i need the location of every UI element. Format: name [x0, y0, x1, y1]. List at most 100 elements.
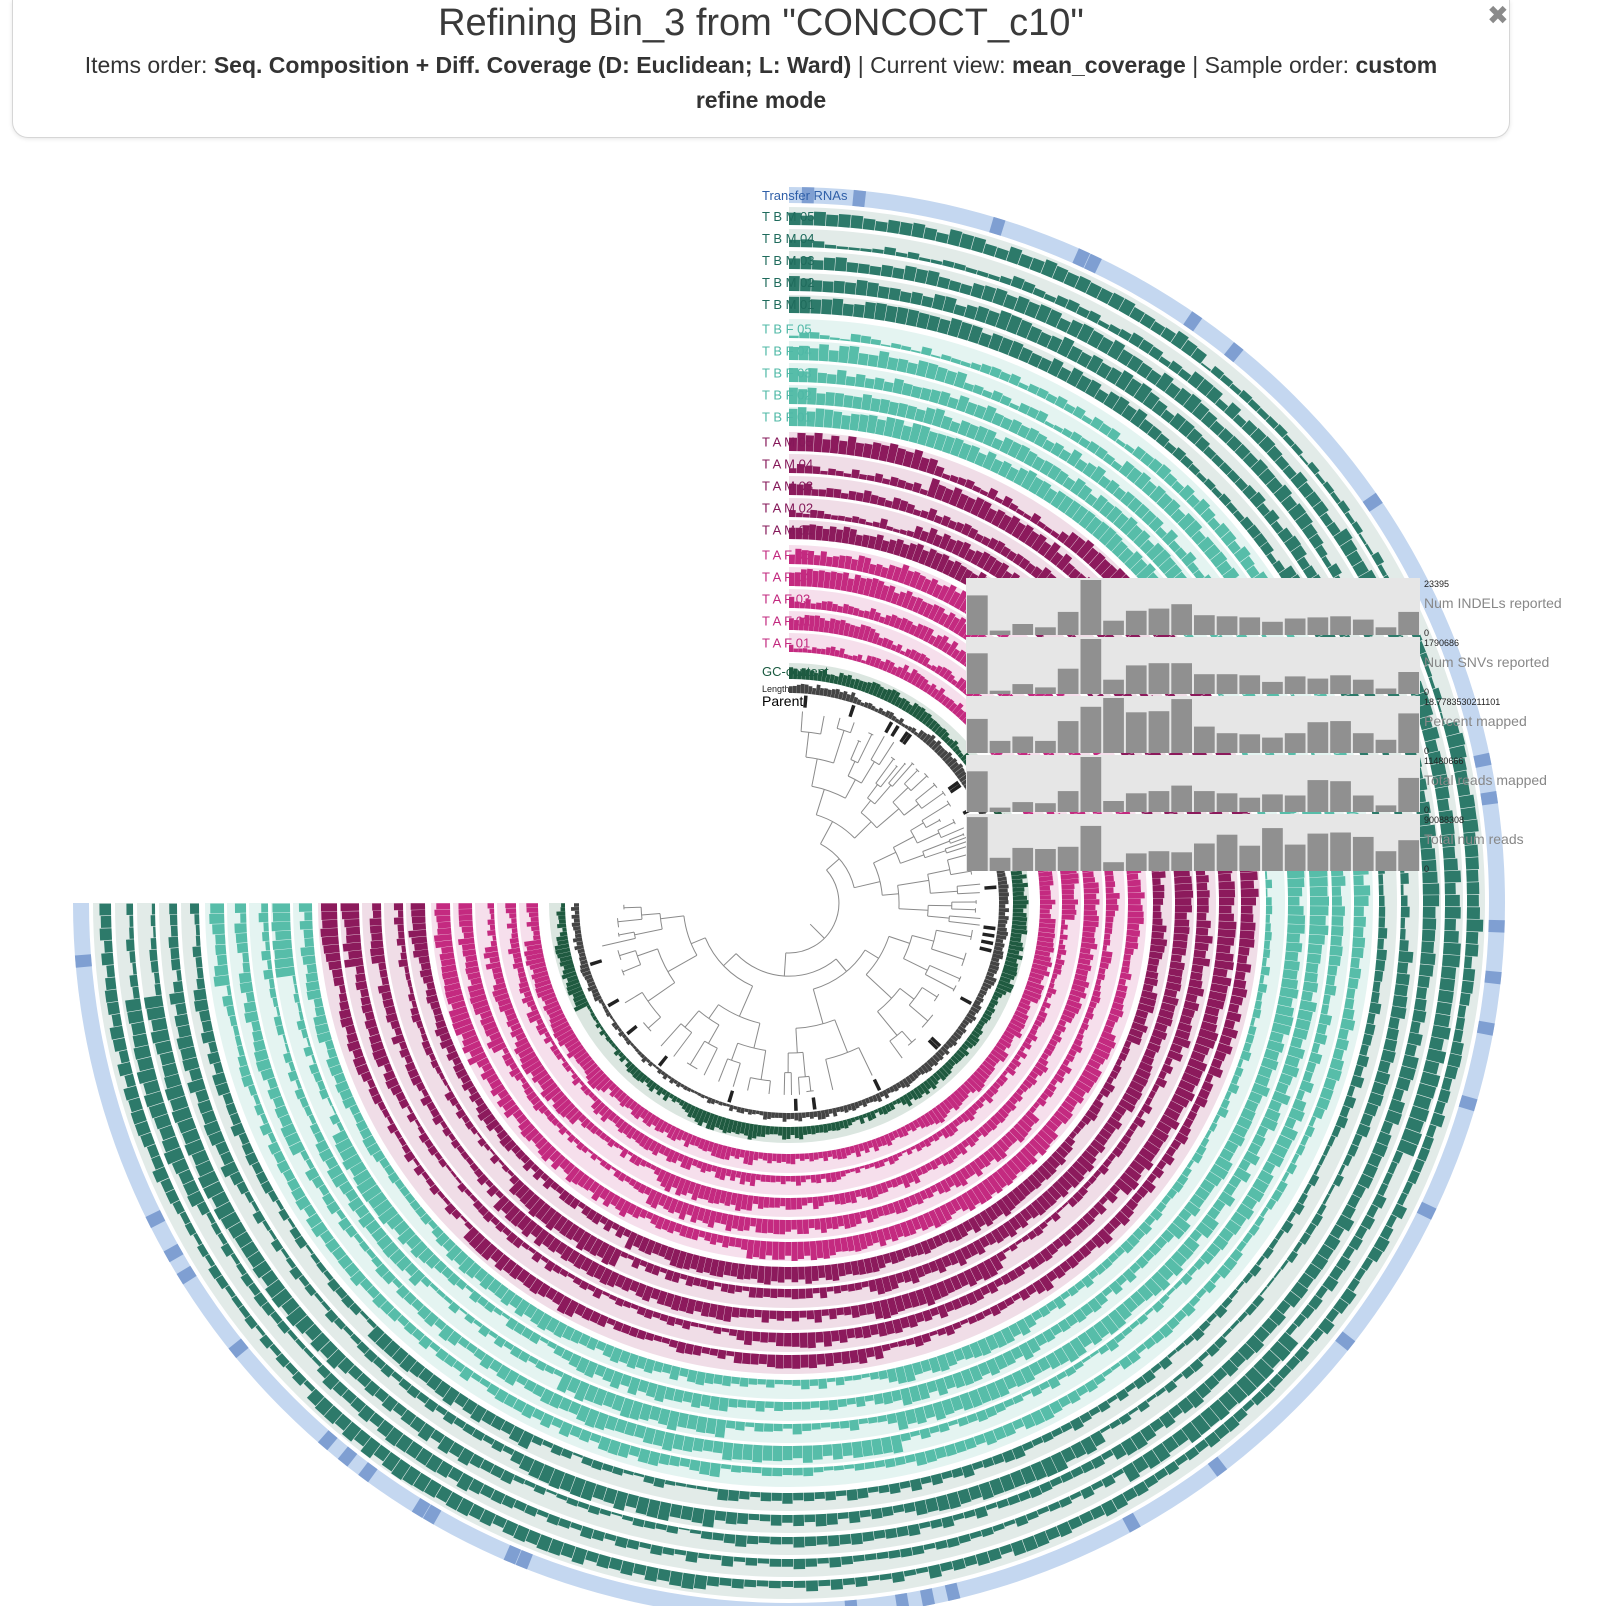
dendrogram[interactable]: [602, 711, 981, 1096]
sample-bar[interactable]: [1103, 801, 1124, 812]
sample-bar[interactable]: [1398, 713, 1419, 753]
sample-bar[interactable]: [1125, 853, 1147, 871]
sample-bar[interactable]: [1375, 805, 1397, 812]
sample-bar[interactable]: [1080, 825, 1102, 871]
sample-bar[interactable]: [1171, 785, 1192, 812]
sample-bar[interactable]: [1057, 846, 1079, 871]
sample-bar[interactable]: [1194, 791, 1215, 812]
sample-bar[interactable]: [1080, 757, 1102, 812]
sample-bar[interactable]: [1352, 836, 1374, 871]
sample-bar[interactable]: [967, 653, 988, 694]
sample-bar[interactable]: [1307, 678, 1329, 694]
sample-bar[interactable]: [1125, 793, 1147, 812]
sample-bar[interactable]: [1012, 624, 1034, 635]
sample-bar[interactable]: [1330, 781, 1351, 812]
sample-bar[interactable]: [1375, 739, 1397, 753]
sample-bar[interactable]: [1148, 608, 1170, 635]
sample-bar[interactable]: [1148, 711, 1170, 753]
sample-bar[interactable]: [1171, 663, 1192, 694]
sample-bar[interactable]: [1012, 736, 1034, 754]
sample-bar[interactable]: [1262, 681, 1283, 694]
sample-bar[interactable]: [1035, 803, 1056, 812]
sample-bar[interactable]: [1375, 688, 1397, 695]
sample-bar[interactable]: [1012, 802, 1034, 812]
sample-bar[interactable]: [1398, 611, 1419, 635]
sample-bar[interactable]: [1125, 610, 1147, 635]
sample-bar[interactable]: [1352, 619, 1374, 635]
sample-bar[interactable]: [1307, 617, 1329, 635]
sample-bar[interactable]: [1262, 737, 1283, 753]
sample-bar[interactable]: [1239, 734, 1261, 753]
sample-bar[interactable]: [1194, 615, 1215, 635]
sample-bar[interactable]: [1125, 712, 1147, 753]
sample-bar[interactable]: [1375, 627, 1397, 635]
tree-branches[interactable]: [602, 711, 981, 1096]
sample-bar[interactable]: [1103, 862, 1124, 871]
sample-bar[interactable]: [1080, 706, 1102, 753]
sample-bar[interactable]: [1103, 620, 1124, 635]
sample-bar[interactable]: [1080, 580, 1102, 635]
close-icon[interactable]: ✖: [1487, 0, 1509, 30]
sample-bar[interactable]: [1148, 791, 1170, 812]
sample-bar[interactable]: [1330, 616, 1351, 635]
sample-bar[interactable]: [1330, 721, 1351, 753]
sample-bar[interactable]: [1398, 777, 1419, 812]
sample-bar[interactable]: [1330, 832, 1351, 872]
sample-bar[interactable]: [1012, 847, 1034, 871]
sample-bar[interactable]: [989, 690, 1011, 694]
sample-bar[interactable]: [1012, 684, 1034, 694]
sample-bar[interactable]: [1375, 851, 1397, 871]
sample-bar[interactable]: [1103, 679, 1124, 694]
sample-bar[interactable]: [1239, 845, 1261, 871]
sample-bar[interactable]: [1035, 849, 1056, 871]
sample-bar[interactable]: [1057, 611, 1079, 635]
sample-bar[interactable]: [1057, 791, 1079, 812]
sample-bar[interactable]: [989, 740, 1011, 753]
sample-bar[interactable]: [1080, 639, 1102, 694]
sample-bar[interactable]: [1352, 679, 1374, 694]
sample-bar[interactable]: [1284, 844, 1306, 871]
sample-bar[interactable]: [989, 807, 1011, 812]
sample-bar[interactable]: [1239, 675, 1261, 694]
sample-bar[interactable]: [1125, 665, 1147, 694]
sample-bar[interactable]: [1284, 618, 1306, 636]
sample-bar[interactable]: [1284, 676, 1306, 694]
sample-bar[interactable]: [1216, 733, 1238, 753]
sample-bar[interactable]: [1352, 795, 1374, 813]
sample-bar[interactable]: [967, 595, 988, 635]
sample-bar[interactable]: [1148, 663, 1170, 694]
sample-bar[interactable]: [1103, 698, 1124, 753]
sample-bar[interactable]: [1216, 674, 1238, 694]
sample-bar[interactable]: [1239, 617, 1261, 635]
sample-bar[interactable]: [1057, 668, 1079, 694]
sample-bar[interactable]: [1398, 840, 1419, 871]
sample-bar[interactable]: [1330, 675, 1351, 694]
sample-bar[interactable]: [1216, 834, 1238, 871]
sample-bar[interactable]: [1307, 722, 1329, 753]
sample-bar[interactable]: [1194, 843, 1215, 872]
sample-bar[interactable]: [1262, 621, 1283, 635]
sample-bar[interactable]: [989, 857, 1011, 871]
sample-bar[interactable]: [1035, 687, 1056, 694]
sample-bar[interactable]: [1284, 733, 1306, 753]
sample-bar[interactable]: [1284, 795, 1306, 813]
sample-bar[interactable]: [1035, 740, 1056, 753]
sample-bar[interactable]: [1307, 780, 1329, 812]
sample-bar[interactable]: [1171, 852, 1192, 871]
sample-bar[interactable]: [1057, 721, 1079, 753]
sample-bar[interactable]: [1307, 833, 1329, 871]
sample-bar[interactable]: [1171, 699, 1192, 753]
sample-bar[interactable]: [1194, 674, 1215, 694]
sample-bar[interactable]: [967, 718, 988, 753]
sample-bar[interactable]: [1262, 794, 1283, 812]
sample-bar[interactable]: [1035, 627, 1056, 635]
sample-bar[interactable]: [967, 771, 988, 812]
sample-bar[interactable]: [1194, 726, 1215, 753]
sample-bar[interactable]: [989, 630, 1011, 635]
sample-bar[interactable]: [1239, 797, 1261, 812]
sample-bar[interactable]: [1171, 604, 1192, 635]
sample-bar[interactable]: [1262, 828, 1283, 871]
sample-bar[interactable]: [1216, 616, 1238, 635]
sample-bar[interactable]: [1398, 672, 1419, 694]
